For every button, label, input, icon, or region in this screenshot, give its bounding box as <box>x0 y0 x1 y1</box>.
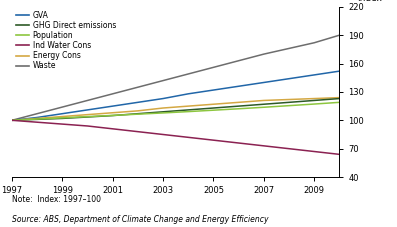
Text: Source: ABS, Department of Climate Change and Energy Efficiency: Source: ABS, Department of Climate Chang… <box>12 215 268 225</box>
Y-axis label: index: index <box>357 0 382 3</box>
Text: Note:  Index: 1997–100: Note: Index: 1997–100 <box>12 195 101 204</box>
Legend: GVA, GHG Direct emissions, Population, Ind Water Cons, Energy Cons, Waste: GVA, GHG Direct emissions, Population, I… <box>16 11 116 70</box>
